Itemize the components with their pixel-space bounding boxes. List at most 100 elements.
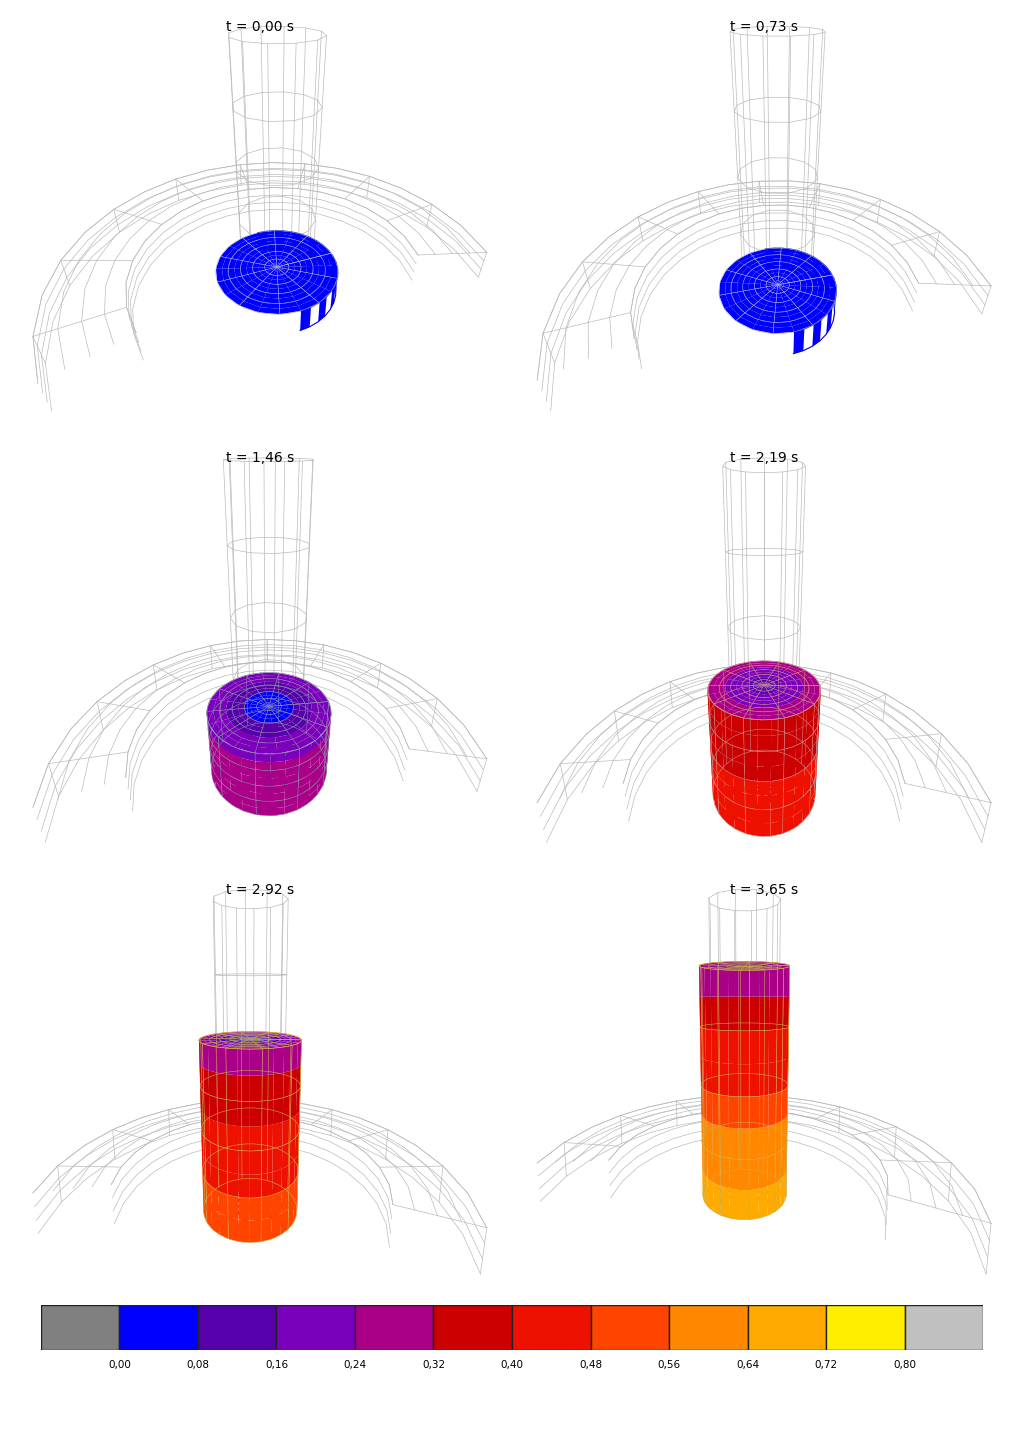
Polygon shape: [732, 760, 744, 779]
Polygon shape: [264, 682, 276, 684]
Polygon shape: [702, 1059, 707, 1090]
Polygon shape: [773, 282, 777, 284]
Polygon shape: [219, 1213, 228, 1239]
Polygon shape: [271, 1036, 280, 1037]
Polygon shape: [247, 267, 254, 274]
Polygon shape: [710, 713, 715, 733]
Polygon shape: [279, 292, 293, 299]
Polygon shape: [284, 257, 291, 262]
Polygon shape: [295, 1112, 299, 1137]
Polygon shape: [243, 246, 255, 254]
Polygon shape: [764, 664, 776, 669]
Polygon shape: [810, 677, 820, 684]
Polygon shape: [711, 746, 713, 767]
Polygon shape: [213, 710, 222, 723]
Polygon shape: [282, 696, 291, 702]
Bar: [198, 1305, 276, 1350]
Polygon shape: [756, 320, 774, 327]
Polygon shape: [289, 1037, 296, 1040]
Polygon shape: [201, 1036, 211, 1037]
Polygon shape: [282, 1200, 288, 1209]
Polygon shape: [743, 735, 758, 752]
Polygon shape: [245, 1212, 249, 1216]
Polygon shape: [750, 1096, 759, 1129]
Polygon shape: [309, 782, 318, 796]
Polygon shape: [263, 726, 278, 730]
Polygon shape: [270, 267, 276, 269]
Polygon shape: [264, 776, 272, 782]
Text: 0,40: 0,40: [501, 1360, 523, 1370]
Polygon shape: [282, 704, 287, 709]
Polygon shape: [719, 996, 728, 1030]
Polygon shape: [290, 692, 301, 699]
Polygon shape: [208, 720, 212, 737]
Polygon shape: [731, 669, 743, 674]
Polygon shape: [702, 1186, 709, 1193]
Bar: [276, 1305, 355, 1350]
Polygon shape: [251, 704, 257, 707]
Polygon shape: [724, 673, 734, 679]
Polygon shape: [321, 254, 331, 266]
Polygon shape: [272, 692, 281, 696]
Polygon shape: [784, 680, 792, 684]
Polygon shape: [736, 1179, 743, 1183]
Polygon shape: [751, 1173, 760, 1177]
Polygon shape: [781, 694, 793, 700]
Polygon shape: [303, 273, 312, 282]
Polygon shape: [289, 730, 303, 739]
Polygon shape: [735, 694, 746, 700]
Polygon shape: [249, 690, 259, 696]
Polygon shape: [298, 1129, 299, 1155]
Polygon shape: [259, 270, 267, 274]
Polygon shape: [777, 284, 783, 287]
Polygon shape: [259, 797, 275, 803]
Polygon shape: [221, 783, 231, 797]
Polygon shape: [279, 673, 295, 679]
Polygon shape: [767, 780, 772, 785]
Polygon shape: [769, 1029, 777, 1063]
Polygon shape: [250, 1102, 262, 1126]
Polygon shape: [217, 1042, 228, 1043]
Polygon shape: [250, 1206, 255, 1208]
Polygon shape: [278, 676, 293, 682]
Polygon shape: [281, 690, 290, 696]
Polygon shape: [231, 1045, 246, 1046]
Polygon shape: [264, 733, 275, 737]
Polygon shape: [308, 237, 316, 259]
Polygon shape: [274, 230, 291, 234]
Polygon shape: [262, 257, 269, 263]
Polygon shape: [294, 1155, 298, 1182]
Polygon shape: [784, 290, 792, 296]
Polygon shape: [270, 769, 286, 779]
Polygon shape: [239, 1150, 250, 1175]
Polygon shape: [766, 680, 770, 683]
Polygon shape: [222, 1033, 234, 1035]
Polygon shape: [811, 287, 818, 296]
Polygon shape: [265, 1033, 279, 1035]
Polygon shape: [764, 677, 769, 680]
Polygon shape: [283, 264, 289, 267]
Polygon shape: [723, 755, 733, 775]
Polygon shape: [809, 793, 814, 813]
Polygon shape: [788, 312, 805, 322]
Polygon shape: [242, 283, 255, 293]
Polygon shape: [267, 749, 272, 753]
Polygon shape: [272, 722, 283, 727]
Polygon shape: [271, 264, 276, 267]
Polygon shape: [733, 789, 745, 807]
Polygon shape: [227, 1125, 239, 1150]
Polygon shape: [263, 710, 268, 714]
Polygon shape: [259, 249, 268, 254]
Polygon shape: [757, 1190, 761, 1193]
Polygon shape: [210, 750, 214, 766]
Polygon shape: [234, 725, 250, 733]
Polygon shape: [242, 1202, 247, 1205]
Bar: [433, 1305, 512, 1350]
Polygon shape: [268, 706, 269, 710]
Polygon shape: [216, 269, 223, 282]
Text: 0,16: 0,16: [265, 1360, 288, 1370]
Polygon shape: [748, 1187, 752, 1190]
Polygon shape: [262, 1075, 273, 1102]
Polygon shape: [721, 710, 732, 730]
Polygon shape: [252, 243, 265, 249]
